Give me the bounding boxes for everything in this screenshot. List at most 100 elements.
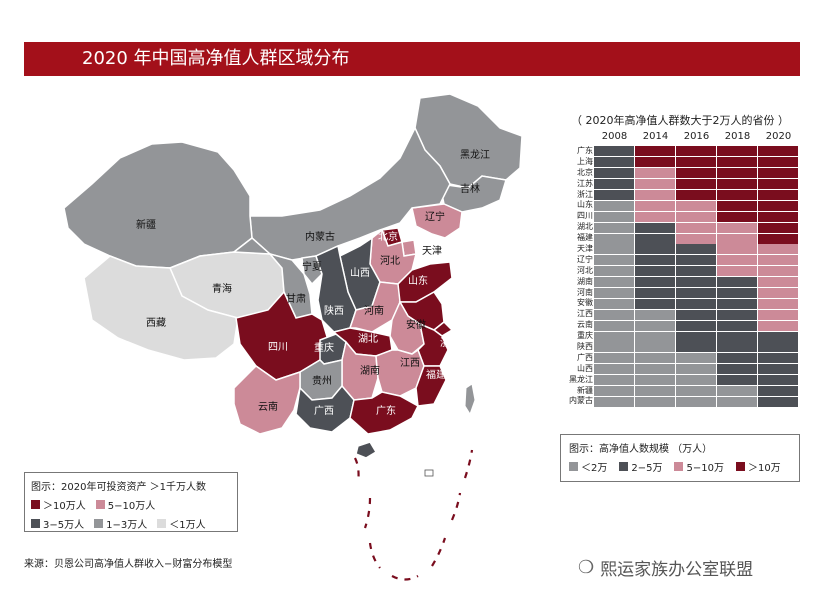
heatmap-row-label: 上海 [577, 156, 593, 166]
heatmap-cell [758, 146, 798, 157]
heatmap-row: 湖北 [560, 222, 800, 233]
heatmap-year-label: 2016 [683, 131, 710, 142]
heatmap-cell [758, 375, 798, 386]
heatmap-cell [635, 396, 675, 407]
heatmap-row-label: 山西 [577, 363, 593, 373]
heatmap-legend-item: ＞10万 [735, 459, 781, 474]
heatmap-cell [594, 200, 634, 211]
legend-swatch [94, 519, 104, 528]
heatmap-cell [635, 331, 675, 342]
heatmap-cell [758, 255, 798, 266]
heatmap-cell [676, 244, 716, 255]
heatmap-cell [635, 146, 675, 157]
heatmap-row-label: 四川 [577, 211, 593, 221]
heatmap-cell [676, 190, 716, 200]
heatmap-cell [717, 233, 757, 244]
heatmap-cell [594, 386, 634, 397]
heatmap-cell [676, 386, 716, 397]
heatmap-cell [717, 277, 757, 288]
province-label: 安徽 [406, 318, 426, 331]
heatmap-row-label: 湖北 [577, 222, 593, 232]
heatmap-legend-items: ＜2万 2−5万 5−10万 ＞10万 [569, 459, 791, 474]
heatmap-cell [717, 146, 757, 157]
province-label: 湖南 [360, 364, 380, 377]
province-label: 吉林 [460, 182, 480, 195]
province-shape [301, 255, 323, 286]
heatmap-cell [758, 222, 798, 233]
heatmap-row: 内蒙古 [560, 396, 800, 407]
heatmap-row-label: 江苏 [577, 178, 593, 188]
province-label: 内蒙古 [305, 230, 335, 243]
heatmap-row-label: 江西 [577, 309, 593, 319]
heatmap-cell [676, 179, 716, 190]
heatmap-row-label: 云南 [577, 320, 593, 330]
province-shape [411, 203, 463, 239]
heatmap-cell [594, 211, 634, 222]
heatmap-cell [758, 396, 798, 407]
heatmap-cell [758, 168, 798, 179]
heatmap-cell [635, 266, 675, 277]
heatmap-legend-item: 2−5万 [619, 459, 662, 474]
province-label: 浙江 [440, 337, 460, 349]
wechat-icon: ❍ [578, 557, 595, 578]
province-label: 湖北 [358, 333, 378, 345]
chart-title: 2020 年中国高净值人群区域分布 [24, 42, 800, 76]
china-map: 黑龙江 吉林 辽宁 内蒙古 新疆 青海 西藏 甘肃 宁夏 北京 天津 河北 山西 山东 陕西 河南 江苏 安徽 上海… [20, 88, 540, 598]
heatmap-cell [758, 200, 798, 211]
heatmap-row: 云南 [560, 320, 800, 331]
heatmap-row: 江苏 [560, 179, 800, 190]
heatmap-cell [758, 320, 798, 331]
heatmap-row-label: 天津 [577, 244, 593, 254]
legend-swatch [31, 519, 40, 528]
heatmap-row-label: 安徽 [577, 298, 593, 308]
heatmap-cell [594, 244, 634, 255]
heatmap-cell [717, 157, 757, 168]
legend-label: 5−10万人 [107, 501, 156, 512]
heatmap-cell [717, 255, 757, 266]
province-label: 四川 [268, 342, 288, 353]
heatmap-cell [676, 255, 716, 266]
heatmap-cell [717, 200, 757, 211]
heatmap-row: 重庆 [560, 331, 800, 342]
heatmap-cell [594, 157, 634, 168]
heatmap-cell [758, 157, 798, 168]
province-label: 重庆 [314, 341, 334, 354]
heatmap-row-label: 福建 [577, 233, 593, 243]
heatmap-row-label: 广东 [577, 146, 593, 155]
heatmap-cell [717, 396, 757, 407]
heatmap-cell [717, 320, 757, 331]
heatmap-cell [758, 277, 798, 288]
heatmap-cell [717, 179, 757, 190]
legend-label: ＞10万人 [43, 501, 86, 512]
heatmap-row-label: 新疆 [577, 385, 593, 395]
heatmap-row: 广东 [560, 146, 800, 157]
heatmap-cell [717, 190, 757, 200]
province-label: 上海 [458, 318, 478, 331]
heatmap-cell [676, 396, 716, 407]
heatmap-year-label: 2008 [601, 131, 628, 142]
province-label: 甘肃 [286, 292, 306, 305]
heatmap-cell [594, 396, 634, 407]
source-note: 来源：贝恩公司高净值人群收入−财富分布模型 [24, 559, 233, 570]
heatmap-row: 山西 [560, 364, 800, 375]
heatmap-cell [676, 168, 716, 179]
heatmap-cell [758, 386, 798, 397]
heatmap-cell [635, 255, 675, 266]
heatmap-cell [758, 266, 798, 277]
heatmap-year-label: 2020 [765, 131, 792, 142]
province-label: 黑龙江 [460, 148, 490, 161]
province-label: 海南 [382, 445, 402, 458]
heatmap-cell [594, 309, 634, 320]
heatmap-cell [676, 233, 716, 244]
heatmap-cell [635, 353, 675, 364]
heatmap-cell [635, 244, 675, 255]
heatmap-cell [676, 200, 716, 211]
province-label: 河北 [380, 255, 400, 267]
heatmap-cell [676, 320, 716, 331]
province-label: 广西 [314, 405, 334, 417]
legend-label: ＞10万 [747, 463, 781, 474]
heatmap-cell [594, 168, 634, 179]
legend-swatch [157, 519, 167, 528]
province-shape [349, 391, 419, 435]
heatmap-cell [676, 266, 716, 277]
